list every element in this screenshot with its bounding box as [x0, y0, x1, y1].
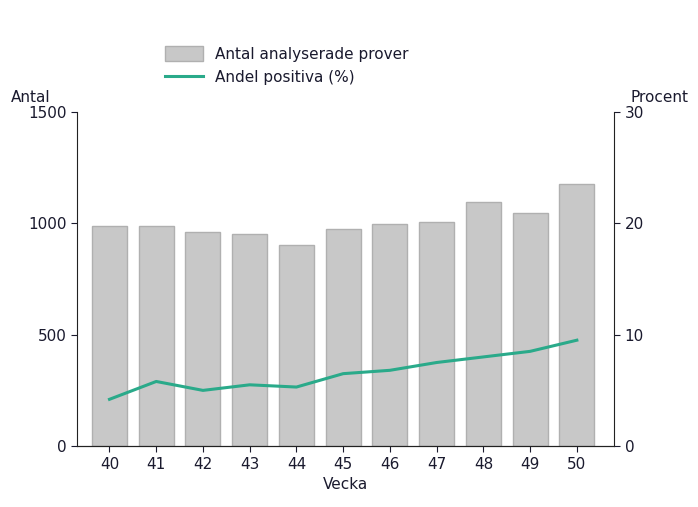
Text: Procent: Procent	[631, 90, 689, 105]
Bar	[232, 234, 267, 446]
Bar	[373, 224, 408, 446]
Bar	[92, 227, 127, 446]
Text: Antal: Antal	[11, 90, 51, 105]
Bar	[512, 213, 548, 446]
X-axis label: Vecka: Vecka	[323, 477, 368, 492]
Bar	[419, 222, 454, 446]
Bar	[559, 184, 595, 446]
Bar	[279, 245, 314, 446]
Bar	[326, 229, 361, 446]
Bar	[186, 232, 221, 446]
Bar	[466, 202, 501, 446]
Legend: Antal analyserade prover, Andel positiva (%): Antal analyserade prover, Andel positiva…	[165, 46, 409, 85]
Bar	[139, 227, 174, 446]
